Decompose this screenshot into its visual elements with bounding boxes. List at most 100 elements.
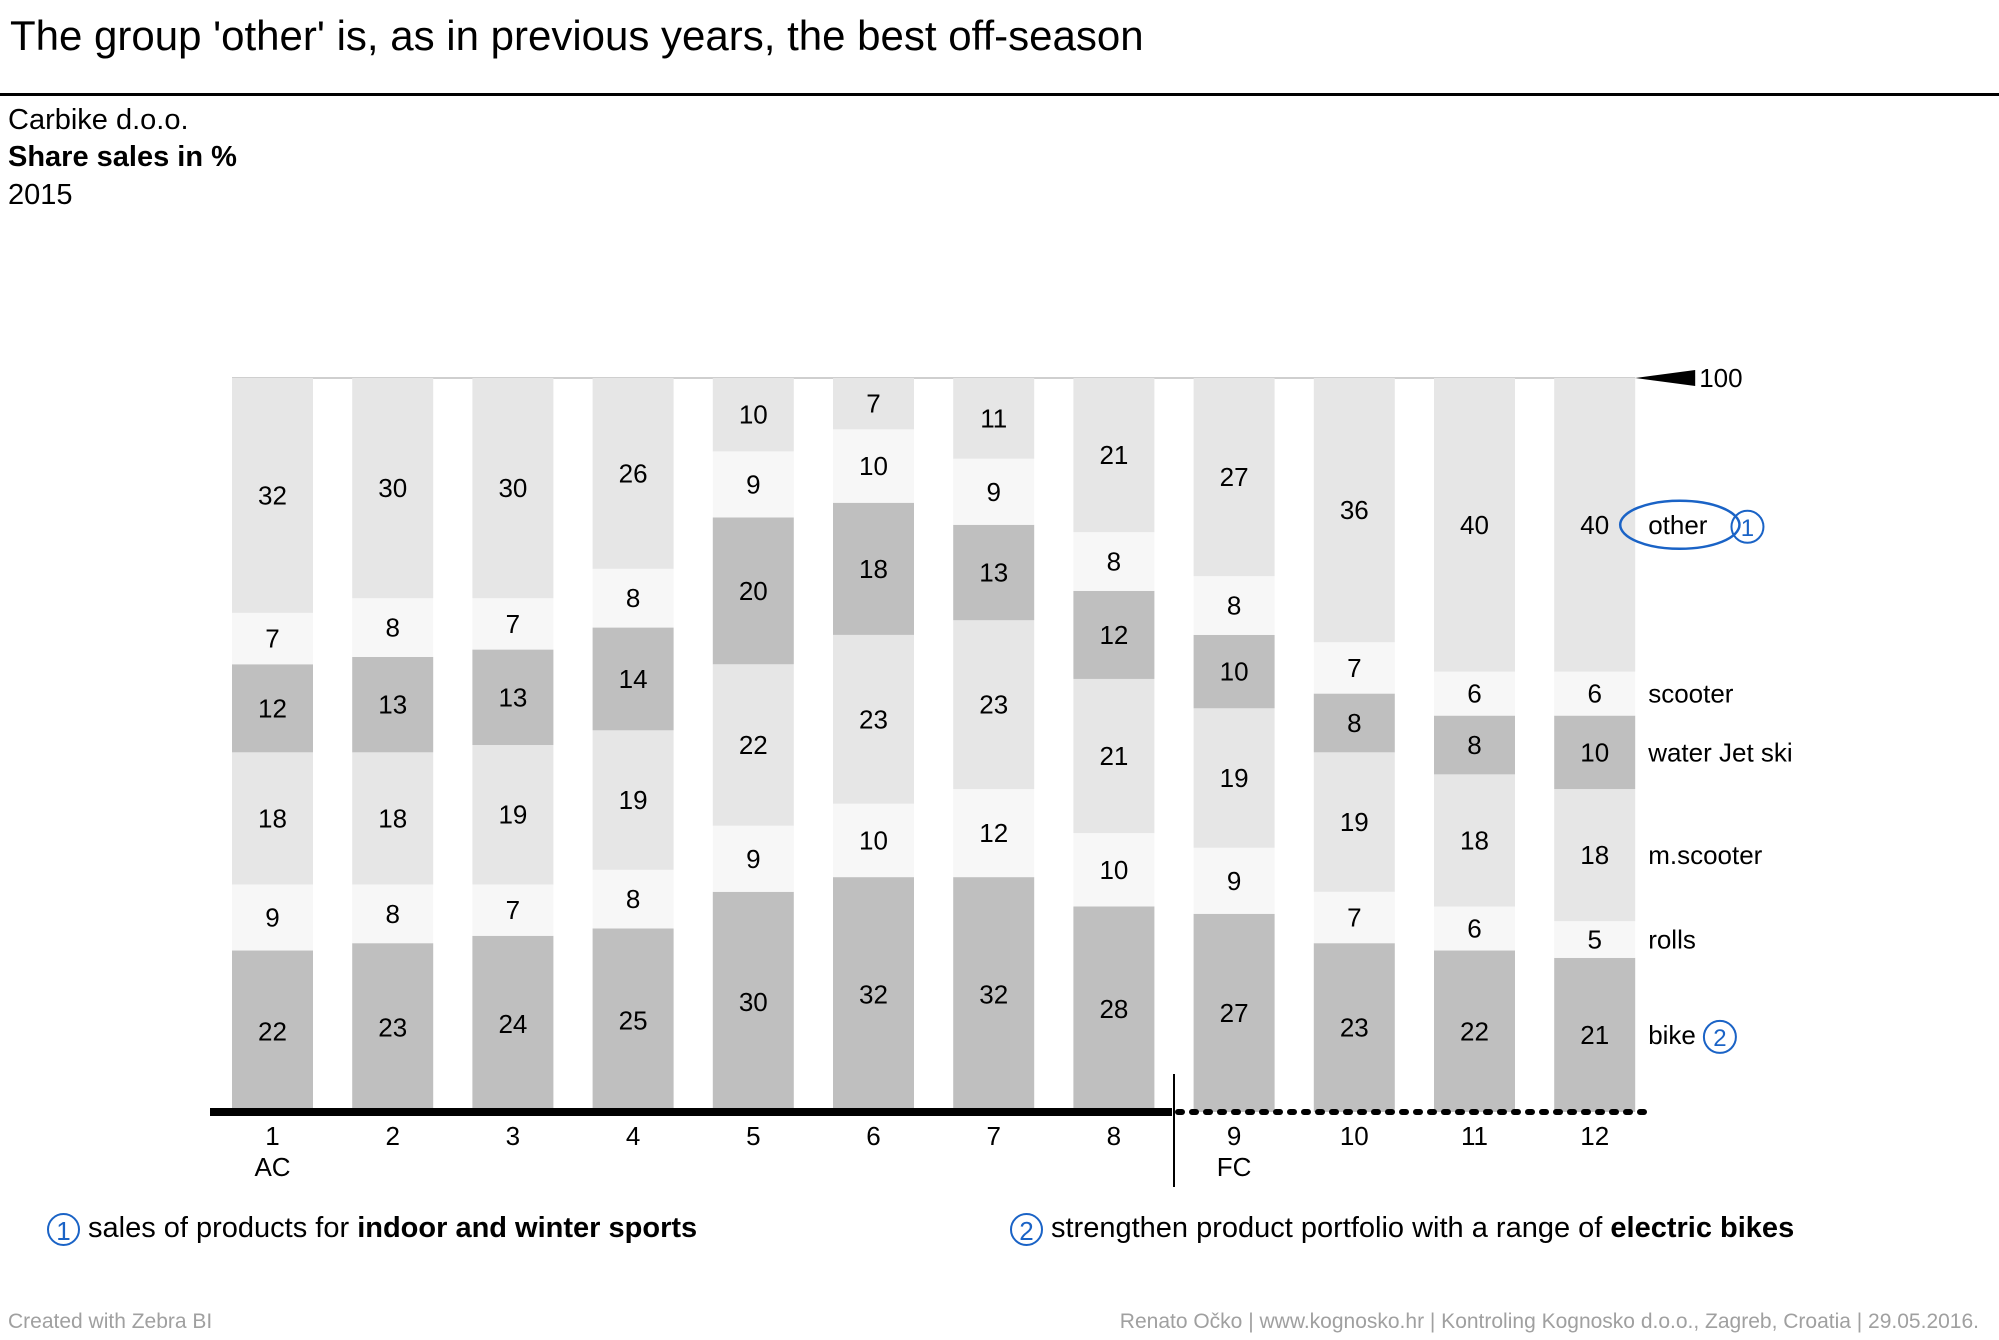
note-1-text: sales of products for: [88, 1212, 358, 1244]
data-label: 9: [265, 902, 279, 932]
data-label: 11: [980, 403, 1007, 433]
data-label: 22: [258, 1016, 287, 1046]
measure-label: Share sales in %: [8, 141, 237, 173]
bar-segment-rolls-5: [712, 825, 794, 892]
data-label: 10: [859, 825, 888, 855]
bar-segment-bike-10: [1313, 943, 1395, 1112]
bar-segment-water-jet-ski-11: [1434, 715, 1515, 775]
data-label: 13: [378, 690, 407, 720]
data-label: 8: [1107, 547, 1121, 577]
bar-segment-rolls-11: [1434, 906, 1515, 951]
bar-segment-other-6: [833, 378, 914, 430]
tick-label: 1: [265, 1121, 279, 1151]
data-label: 19: [1220, 763, 1249, 793]
note-1-bold: indoor and winter sports: [357, 1212, 698, 1244]
bar-segment-other-11: [1434, 378, 1515, 672]
data-label: 7: [1347, 653, 1361, 683]
data-label: 7: [1347, 902, 1361, 932]
bar-segment-bike-5: [712, 891, 794, 1112]
data-label: 12: [1099, 620, 1128, 650]
bar-segment-scooter-10: [1313, 642, 1395, 694]
data-label: 25: [619, 1005, 648, 1035]
bar-segment-bike-3: [472, 935, 554, 1112]
bar-segment-bike-4: [592, 928, 674, 1112]
data-label: 8: [385, 613, 399, 643]
bar-segment-m-scooter-5: [712, 664, 794, 826]
data-label: 24: [498, 1009, 527, 1039]
data-label: 21: [1099, 440, 1128, 470]
bar-segment-bike-6: [833, 877, 914, 1112]
data-label: 9: [986, 477, 1000, 507]
data-label: 9: [746, 469, 760, 499]
bar-segment-rolls-8: [1073, 833, 1155, 907]
bar-segment-water-jet-ski-5: [712, 517, 794, 665]
tick-label: 3: [506, 1121, 520, 1151]
bar-segment-rolls-10: [1313, 891, 1395, 944]
bar-segment-m-scooter-6: [833, 634, 914, 804]
note-2: 2 strengthen product portfolio with a ran…: [1010, 1212, 1794, 1246]
tick-label: 12: [1580, 1121, 1609, 1151]
data-label: 7: [506, 895, 520, 925]
tick-label: 7: [986, 1121, 1000, 1151]
data-label: 30: [378, 473, 407, 503]
series-badge-circle: [1702, 1019, 1737, 1054]
data-label: 8: [1227, 591, 1241, 621]
bar-segment-m-scooter-12: [1554, 789, 1636, 922]
bar-segment-m-scooter-11: [1434, 774, 1515, 907]
bar-segment-other-4: [592, 378, 674, 569]
data-label: 10: [1220, 657, 1249, 687]
legend-label-water-jet-ski: water Jet ski: [1647, 737, 1793, 767]
data-label: 8: [1347, 708, 1361, 738]
data-label: 40: [1460, 510, 1489, 540]
legend-label-scooter: scooter: [1648, 679, 1734, 709]
data-label: 13: [979, 558, 1008, 588]
data-label: 10: [1580, 737, 1609, 767]
legend-label-rolls: rolls: [1648, 925, 1696, 955]
bar-segment-water-jet-ski-4: [592, 627, 674, 731]
data-label: 10: [739, 400, 768, 430]
bar-segment-m-scooter-2: [352, 752, 434, 885]
bar-segment-bike-11: [1434, 950, 1515, 1112]
bar-segment-scooter-7: [953, 458, 1035, 525]
bar-segment-scooter-2: [352, 598, 434, 657]
tick-label: 5: [746, 1121, 760, 1151]
tick-label: 6: [866, 1121, 880, 1151]
bar-segment-water-jet-ski-8: [1073, 590, 1155, 679]
bar-segment-water-jet-ski-2: [352, 656, 434, 753]
bar-segment-other-3: [472, 378, 554, 599]
data-label: 6: [1587, 679, 1601, 709]
data-label: 18: [378, 803, 407, 833]
bar-segment-water-jet-ski-1: [232, 664, 313, 753]
footer-author: Renato Očko | www.kognosko.hr | Kontroli…: [1119, 1310, 1979, 1333]
data-label: 19: [619, 785, 648, 815]
note-2-bold: electric bikes: [1610, 1212, 1795, 1244]
data-label: 10: [859, 451, 888, 481]
note-1: 1 sales of products for indoor and winter…: [47, 1212, 697, 1246]
bar-segment-water-jet-ski-7: [953, 524, 1035, 621]
tick-label: 4: [626, 1121, 640, 1151]
legend-label-bike: bike: [1648, 1020, 1696, 1050]
year-label: 2015: [8, 179, 73, 211]
tick-label: 8: [1107, 1121, 1121, 1151]
tick-label: 2: [385, 1121, 399, 1151]
bar-segment-water-jet-ski-6: [833, 502, 914, 635]
reference-marker-label: 100: [1699, 363, 1742, 393]
bar-segment-rolls-7: [953, 789, 1035, 878]
data-label: 12: [258, 693, 287, 723]
bar-segment-bike-7: [953, 877, 1035, 1112]
bar-segment-rolls-12: [1554, 921, 1636, 958]
bar-segment-other-9: [1193, 378, 1275, 577]
data-label: 18: [1460, 825, 1489, 855]
title-divider: [0, 93, 1999, 96]
data-label: 8: [626, 583, 640, 613]
bar-segment-m-scooter-9: [1193, 708, 1275, 848]
data-label: 8: [1467, 730, 1481, 760]
data-label: 40: [1580, 510, 1609, 540]
data-label: 9: [746, 844, 760, 874]
bar-segment-scooter-11: [1434, 671, 1515, 716]
data-label: 32: [258, 480, 287, 510]
data-label: 21: [1580, 1020, 1609, 1050]
data-label: 27: [1220, 462, 1249, 492]
data-label: 7: [866, 389, 880, 419]
